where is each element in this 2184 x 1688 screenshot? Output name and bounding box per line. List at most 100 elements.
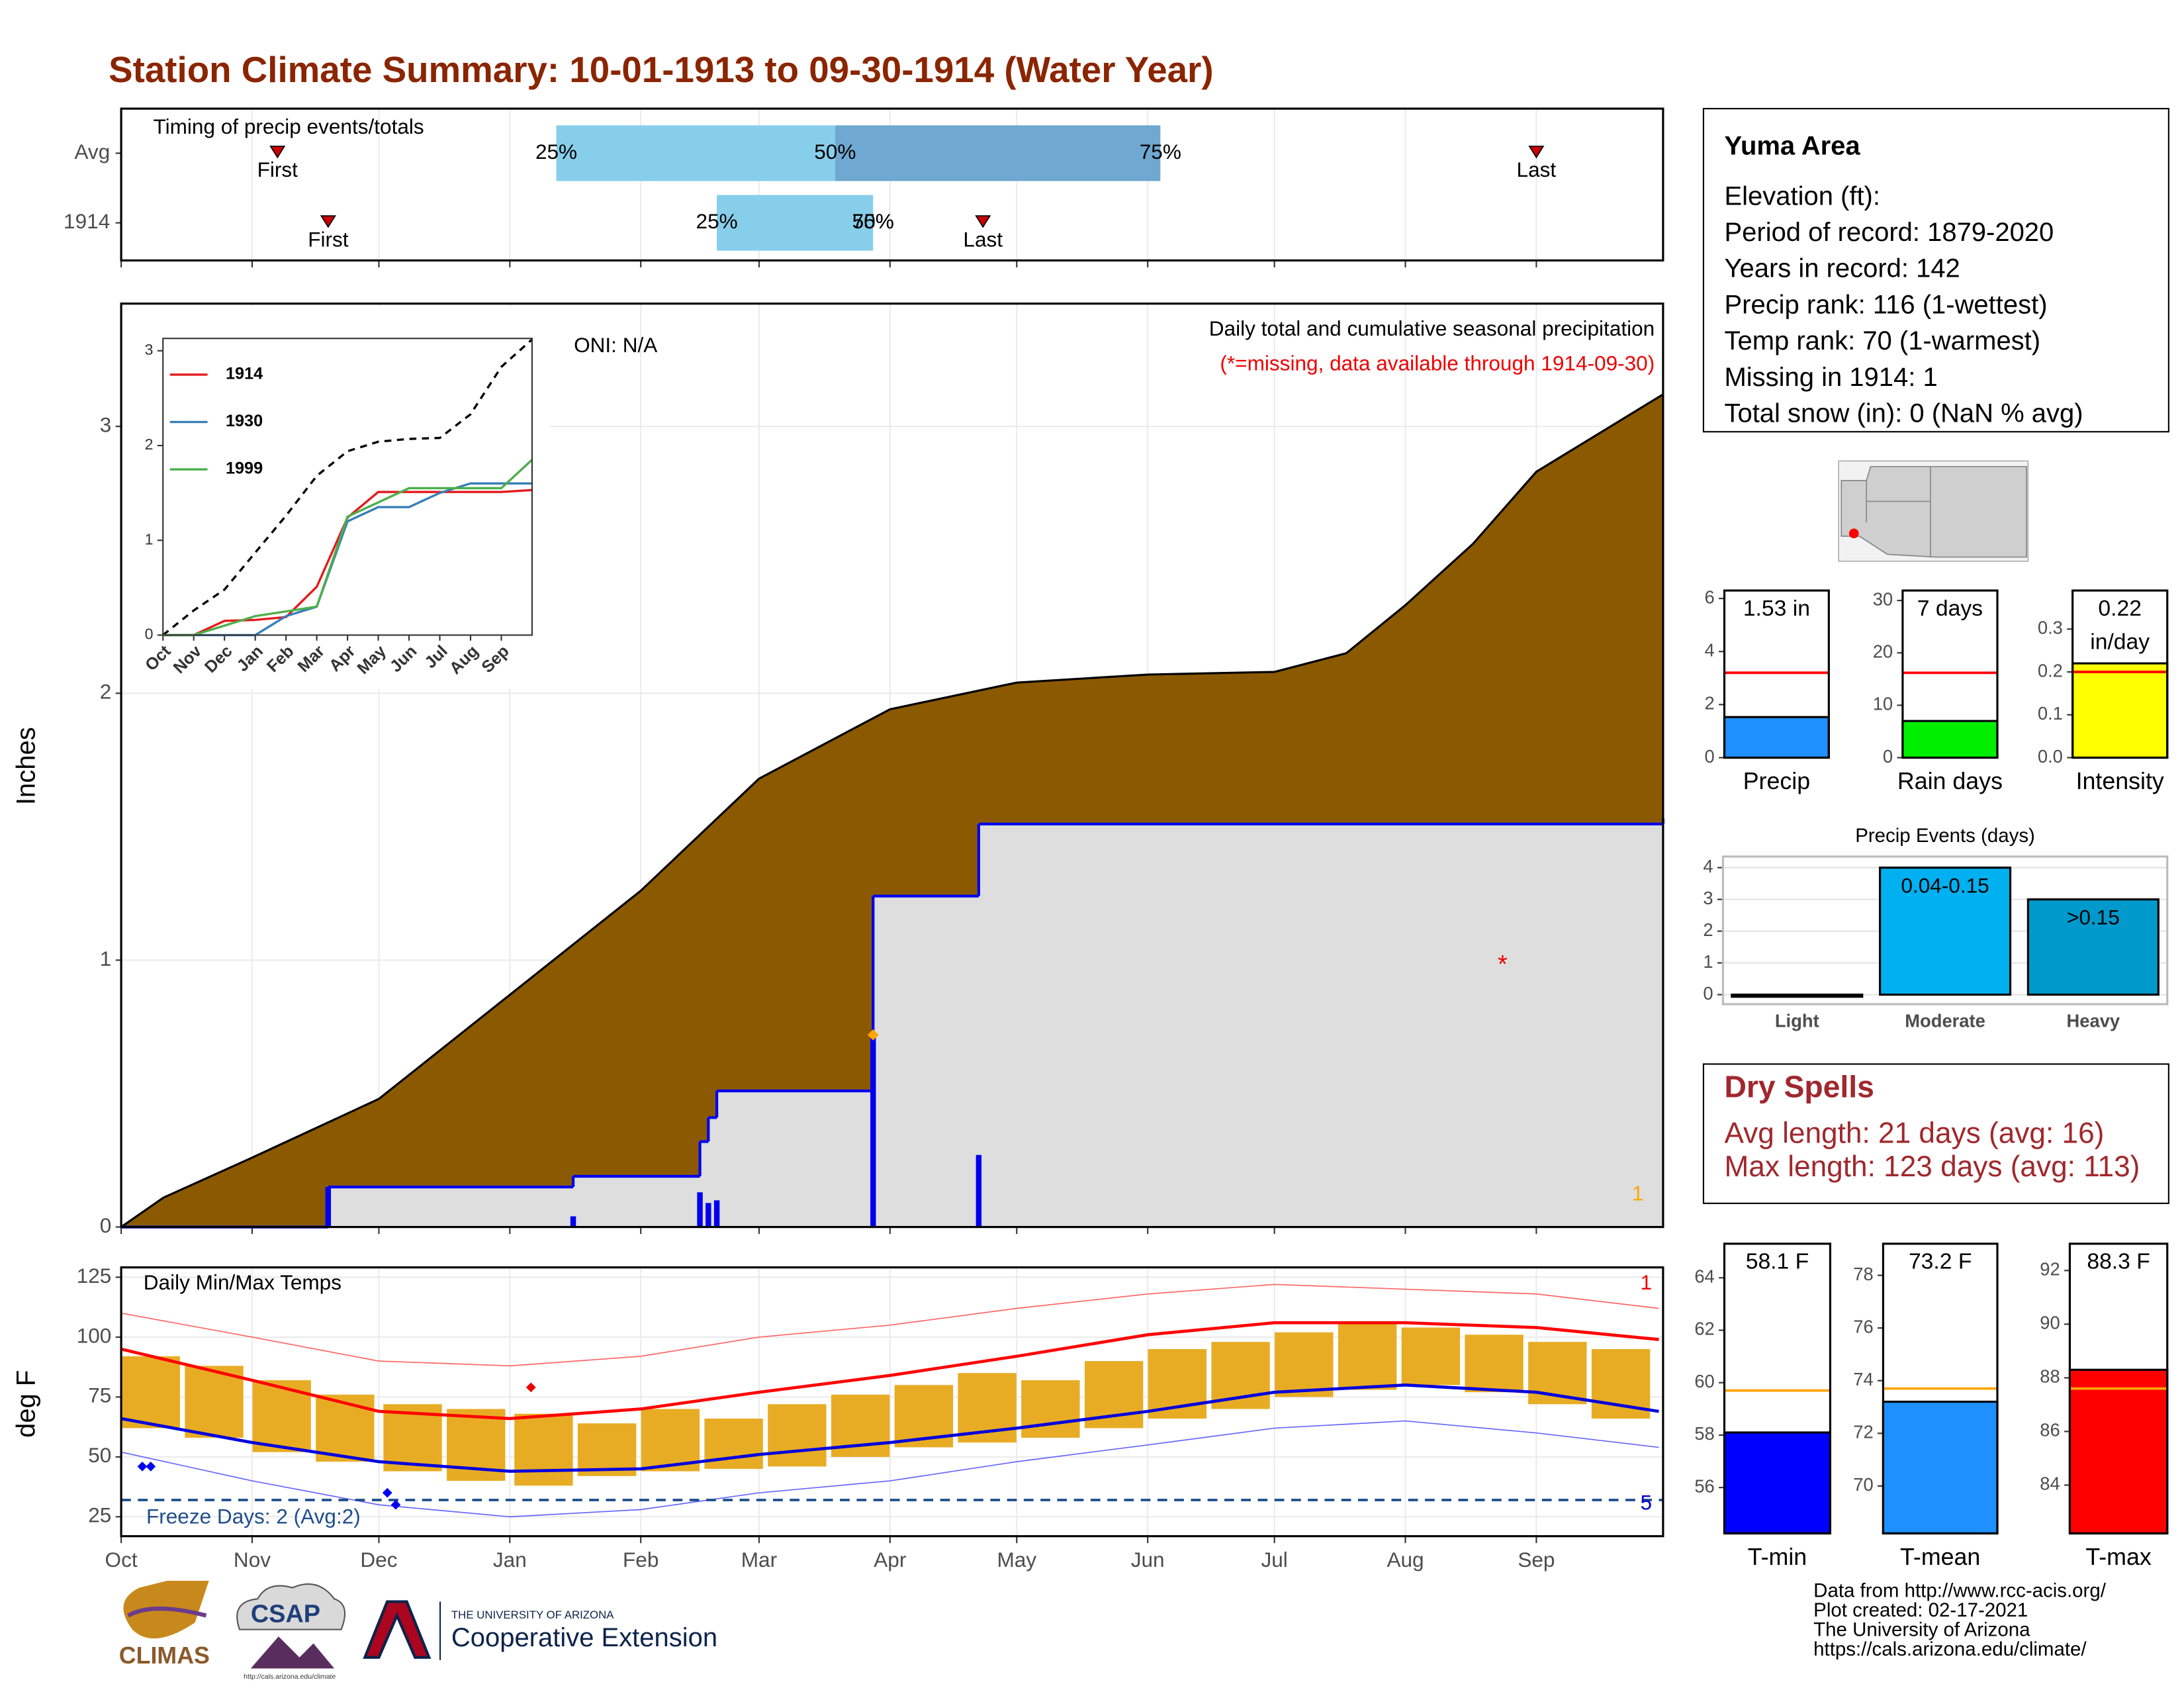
panel-frame [1723, 1243, 1832, 1535]
bar [1731, 993, 1864, 998]
temp-range-bar [316, 1394, 375, 1462]
info-line: Missing in 1914: 1 [1724, 363, 1937, 392]
value-label: 73.2 F [1908, 1250, 1972, 1275]
dry-spells-box [1702, 1063, 2169, 1204]
event-label: First [308, 227, 349, 251]
panel [121, 1267, 1663, 1536]
info-line: Elevation (ft): [1724, 181, 1880, 211]
bar [2026, 898, 2160, 996]
panel-frame [120, 303, 1664, 1229]
panel-title: Daily total and cumulative seasonal prec… [1209, 316, 1655, 340]
panel-frame [1723, 589, 1830, 759]
y-tick-label: 3 [100, 412, 112, 436]
temp-line [120, 1321, 1659, 1421]
footer-line: https://cals.arizona.edu/climate/ [1813, 1638, 2087, 1660]
x-tick-label: Heavy [2067, 1011, 2120, 1031]
temp-range-bar [514, 1413, 573, 1486]
y-tick-label: 86 [2040, 1420, 2060, 1440]
university-text: THE UNIVERSITY OF ARIZONA [451, 1609, 614, 1621]
y-tick-label: 60 [1694, 1371, 1714, 1391]
dry-spell-line: Max length: 123 days (avg: 113) [1724, 1150, 2140, 1183]
dry-spell-line: Avg length: 21 days (avg: 16) [1724, 1117, 2104, 1149]
y-tick-label: 2 [145, 436, 154, 453]
x-tick-label: Moderate [1905, 1011, 1985, 1031]
y-tick-label: 4 [1705, 639, 1715, 660]
info-line: Precip rank: 116 (1-wettest) [1724, 290, 2047, 319]
value-label-box: 73.2 F [1908, 1250, 1972, 1275]
x-tick-label: Jun [1131, 1548, 1165, 1571]
daily-bar [705, 1203, 711, 1227]
info-line: Temp rank: 70 (1-warmest) [1724, 326, 2040, 355]
y-tick-label: 3 [1703, 888, 1713, 908]
y-tick-label: 88 [2040, 1366, 2060, 1387]
temp-range-bar [121, 1356, 180, 1429]
ua-logo [363, 1600, 432, 1659]
value-label-box: 58.1 F [1745, 1250, 1809, 1275]
bar [1879, 867, 2012, 996]
panel-frame [1901, 589, 1999, 759]
value-label-box: 1.53 in [1743, 597, 1810, 622]
panel-frame [1721, 855, 2169, 1006]
y-tick-label: 64 [1694, 1266, 1714, 1287]
y-tick-label: 30 [1873, 588, 1893, 609]
panel-title: Timing of precip events/totals [154, 115, 424, 138]
average-line [120, 393, 1664, 1228]
range-label: >0.15 [2067, 905, 2120, 929]
value-label: 88.3 F [2087, 1250, 2150, 1275]
y-tick-label: 84 [2040, 1474, 2060, 1494]
bar [1901, 720, 1999, 759]
y-tick-label: 72 [1853, 1422, 1873, 1442]
footer-line: Plot created: 02-17-2021 [1813, 1599, 2028, 1621]
y-axis-label: Inches [12, 727, 41, 805]
y-tick-label: 0.2 [2038, 660, 2063, 680]
y-tick-label: 75 [88, 1383, 111, 1407]
quartile-label: 50% [814, 140, 856, 164]
x-tick-label: T-min [1748, 1544, 1807, 1570]
y-tick-label: 74 [1853, 1369, 1873, 1389]
event-label: Last [963, 227, 1003, 251]
x-tick-label: Apr [874, 1548, 906, 1571]
value-label: 58.1 F [1745, 1250, 1809, 1275]
dry-spells-title: Dry Spells [1724, 1070, 1874, 1104]
quartile-label: 50% [852, 209, 894, 233]
event-marker [1528, 146, 1545, 159]
y-tick-label: 0 [100, 1213, 112, 1237]
temp-range-bar [1401, 1327, 1461, 1385]
x-tick-label: Oct [105, 1548, 138, 1571]
x-tick-label: Rain days [1897, 768, 2003, 794]
value-label-box: 88.3 F [2087, 1250, 2150, 1275]
y-tick-label: 2 [1705, 693, 1715, 714]
record-count: 1 [1640, 1270, 1652, 1294]
quartile-label: 75% [1140, 140, 1181, 164]
quartile-bar [556, 125, 835, 181]
y-tick-label: 4 [1703, 856, 1713, 876]
x-tick-label: Sep [1518, 1548, 1555, 1571]
y-tick-label: 10 [1873, 694, 1893, 714]
station-dot [1848, 528, 1859, 539]
info-line: Years in record: 142 [1724, 254, 1960, 283]
location-map [1838, 460, 2028, 562]
y-tick-label: 3 [145, 341, 154, 358]
daily-bar [697, 1192, 703, 1227]
value-label: 1.53 in [1743, 597, 1810, 622]
y-tick-label: 2 [100, 680, 112, 704]
daily-bar [976, 1154, 982, 1227]
temp-range-bar [1275, 1332, 1334, 1397]
y-tick-label: 0.0 [2038, 746, 2063, 767]
x-tick-label: Mar [741, 1548, 777, 1571]
temp-range-bar [1338, 1323, 1397, 1390]
temp-range-bar [641, 1409, 700, 1472]
extension-text: Cooperative Extension [451, 1623, 717, 1652]
y-tick-label: 78 [1853, 1264, 1873, 1284]
x-tick-label: May [997, 1548, 1036, 1571]
y-tick-label: 1 [100, 947, 112, 970]
footer-line: The University of Arizona [1813, 1619, 2030, 1641]
y-tick-label: 0.3 [2038, 618, 2063, 638]
y-axis-label: deg F [12, 1370, 41, 1438]
temp-line [120, 1420, 1659, 1518]
bar [2071, 662, 2169, 759]
climas-text: CLIMAS [119, 1642, 210, 1669]
y-tick-label: 90 [2040, 1313, 2060, 1333]
cumulative-area [121, 818, 1663, 1227]
y-tick-label: 50 [88, 1443, 111, 1467]
